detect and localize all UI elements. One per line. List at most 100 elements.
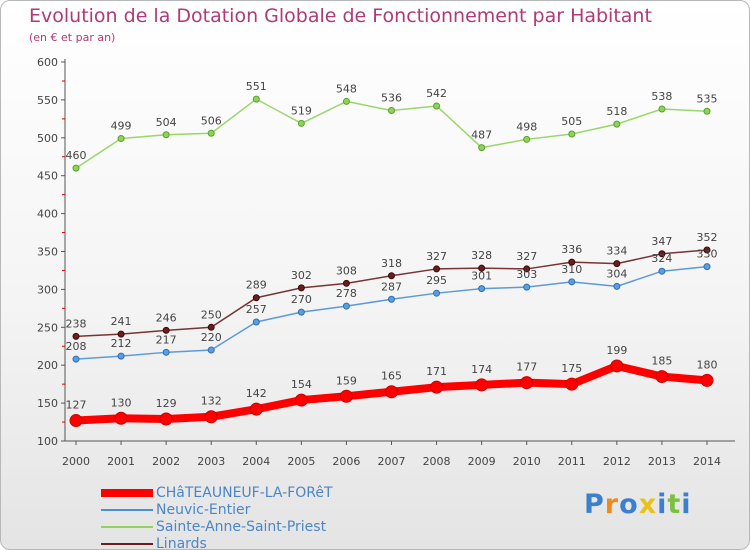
logo-letter: t	[667, 489, 682, 520]
data-point	[297, 119, 305, 127]
data-label: 506	[201, 114, 222, 127]
x-tick-label: 2004	[242, 455, 270, 468]
data-label: 535	[697, 92, 718, 105]
legend-swatch	[101, 489, 153, 497]
data-point	[339, 389, 353, 403]
data-point	[703, 107, 711, 115]
data-label: 310	[561, 263, 582, 276]
data-label: 324	[651, 252, 672, 265]
data-label: 208	[66, 340, 87, 353]
data-label: 287	[381, 280, 402, 293]
data-point	[478, 144, 486, 152]
data-label: 460	[66, 149, 87, 162]
data-label: 499	[111, 120, 132, 133]
x-tick-label: 2010	[513, 455, 541, 468]
data-point	[433, 102, 441, 110]
data-label: 303	[516, 268, 537, 281]
y-tick-label: 550	[37, 94, 58, 107]
data-point	[565, 377, 579, 391]
data-point	[655, 370, 669, 384]
data-label: 174	[471, 363, 492, 376]
logo-letter: i	[681, 489, 692, 520]
data-label: 220	[201, 331, 222, 344]
y-tick-label: 150	[37, 397, 58, 410]
data-label: 334	[606, 245, 627, 258]
data-label: 295	[426, 274, 447, 287]
data-point	[703, 246, 711, 254]
data-label: 246	[156, 311, 177, 324]
data-point	[658, 250, 666, 258]
data-point	[388, 295, 395, 303]
data-point	[388, 107, 395, 115]
chart-title: Evolution de la Dotation Globale de Fonc…	[29, 5, 652, 27]
data-point	[204, 410, 218, 424]
data-label: 542	[426, 87, 447, 100]
data-label: 238	[66, 317, 87, 330]
data-label: 352	[697, 231, 718, 244]
data-point	[475, 378, 489, 392]
x-tick-label: 2007	[378, 455, 406, 468]
x-tick-label: 2003	[197, 455, 225, 468]
data-label: 257	[246, 303, 267, 316]
data-label: 132	[201, 395, 222, 408]
data-label: 278	[336, 287, 357, 300]
data-label: 199	[606, 344, 627, 357]
x-tick-label: 2012	[603, 455, 631, 468]
data-point	[610, 359, 624, 373]
y-tick-label: 300	[37, 283, 58, 296]
data-point	[433, 265, 441, 273]
y-tick-label: 250	[37, 321, 58, 334]
chart-subtitle: (en € et par an)	[29, 31, 116, 44]
data-point	[658, 105, 666, 113]
data-label: 536	[381, 92, 402, 105]
data-label: 551	[246, 80, 267, 93]
legend-swatch	[101, 526, 153, 528]
data-label: 289	[246, 279, 267, 292]
logo-letter: r	[604, 489, 620, 520]
x-tick-label: 2008	[423, 455, 451, 468]
data-label: 185	[651, 355, 672, 368]
data-point	[523, 135, 531, 143]
data-point	[433, 289, 441, 297]
data-label: 175	[561, 362, 582, 375]
x-tick-label: 2009	[468, 455, 496, 468]
data-label: 301	[471, 270, 492, 283]
data-point	[252, 294, 260, 302]
data-point	[297, 308, 305, 316]
data-label: 487	[471, 129, 492, 142]
data-label: 308	[336, 264, 357, 277]
data-point	[568, 130, 576, 138]
x-tick-label: 2005	[287, 455, 315, 468]
data-point	[430, 380, 444, 394]
data-point	[613, 282, 621, 290]
data-label: 548	[336, 82, 357, 95]
data-label: 518	[606, 105, 627, 118]
data-point	[117, 330, 125, 338]
y-tick-label: 100	[37, 435, 58, 448]
data-label: 304	[606, 267, 627, 280]
data-label: 180	[697, 358, 718, 371]
data-point	[297, 284, 305, 292]
y-tick-label: 600	[37, 56, 58, 69]
data-label: 142	[246, 387, 267, 400]
data-label: 505	[561, 115, 582, 128]
data-label: 154	[291, 378, 312, 391]
data-point	[207, 323, 215, 331]
data-label: 129	[156, 397, 177, 410]
data-point	[252, 318, 260, 326]
data-point	[207, 129, 215, 137]
data-point	[568, 258, 576, 266]
x-tick-label: 2002	[152, 455, 180, 468]
y-tick-label: 200	[37, 359, 58, 372]
data-label: 538	[651, 90, 672, 103]
data-point	[342, 97, 350, 105]
data-point	[613, 120, 621, 128]
logo-letter: i	[657, 489, 668, 520]
data-point	[117, 352, 125, 360]
y-tick-label: 400	[37, 208, 58, 221]
y-tick-label: 500	[37, 132, 58, 145]
data-point	[72, 355, 80, 363]
data-label: 270	[291, 293, 312, 306]
data-point	[159, 412, 173, 426]
